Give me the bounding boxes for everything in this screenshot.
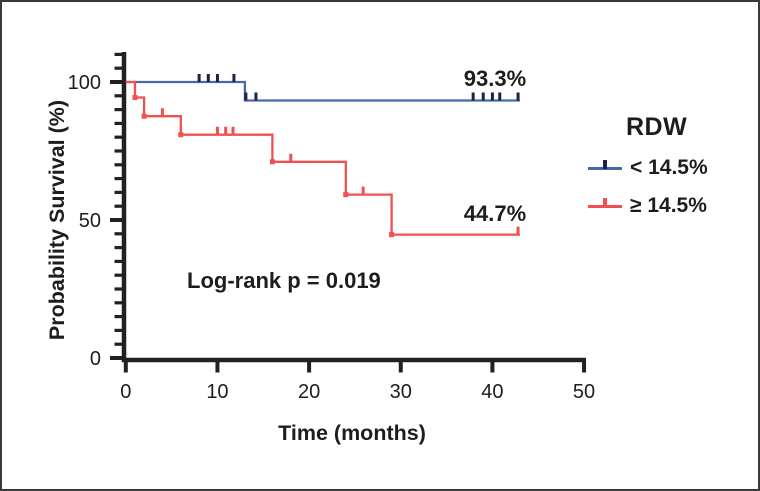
legend-label-rdw-low: < 14.5% [630, 156, 708, 179]
x-tick-label: 10 [206, 381, 228, 403]
censor-tick [231, 126, 235, 135]
censor-tick [254, 92, 258, 101]
censor-tick [206, 74, 210, 82]
censor-tick [244, 92, 248, 101]
censor-tick [215, 74, 219, 82]
x-tick-label: 40 [481, 381, 503, 403]
event-marker [343, 192, 349, 198]
annotation-low-group-survival: 44.7% [464, 201, 526, 226]
legend-swatch-blue [588, 156, 622, 180]
censor-tick [498, 92, 502, 101]
event-marker [132, 94, 138, 100]
legend-item-rdw-high: ≥ 14.5% [588, 194, 760, 218]
censor-tick [160, 108, 164, 117]
x-tick-label: 50 [573, 381, 595, 403]
censor-tick-icon [603, 160, 607, 169]
legend-swatch-red [588, 194, 622, 218]
censor-tick [232, 74, 236, 82]
censor-tick [516, 226, 520, 235]
x-tick-label: 30 [390, 381, 412, 403]
y-tick-label: 50 [79, 210, 101, 232]
censor-tick [490, 92, 494, 101]
censor-tick [361, 186, 365, 195]
annotation-high-group-survival: 93.3% [464, 66, 526, 91]
survival-curve-1 [125, 80, 520, 236]
censor-tick [224, 126, 228, 135]
censor-tick [197, 74, 201, 82]
event-marker [269, 159, 275, 165]
axes: 0 50 100 0 10 20 30 40 50 [68, 52, 595, 403]
y-axis-title: Probability Survival (%) [45, 100, 69, 340]
survival-curve-0 [125, 80, 520, 102]
y-tick-label: 0 [90, 348, 101, 370]
censor-tick-icon [603, 198, 607, 207]
legend-label-rdw-high: ≥ 14.5% [630, 194, 707, 217]
censor-tick [481, 92, 485, 101]
legend-title: RDW [626, 113, 688, 141]
event-marker [178, 132, 184, 138]
x-tick-label: 0 [120, 381, 131, 403]
censor-tick [289, 153, 293, 162]
y-tick-label: 100 [68, 72, 101, 94]
censor-tick [471, 92, 475, 101]
survival-curves [125, 74, 520, 238]
censor-tick [215, 126, 219, 135]
legend-item-rdw-low: < 14.5% [588, 156, 760, 180]
event-marker [389, 232, 395, 238]
x-tick-label: 20 [298, 381, 320, 403]
censor-tick [516, 92, 520, 101]
x-axis-title: Time (months) [278, 421, 426, 445]
annotation-logrank-p: Log-rank p = 0.019 [187, 268, 381, 293]
legend: RDW < 14.5% ≥ 14.5% [588, 112, 760, 218]
event-marker [141, 113, 147, 119]
